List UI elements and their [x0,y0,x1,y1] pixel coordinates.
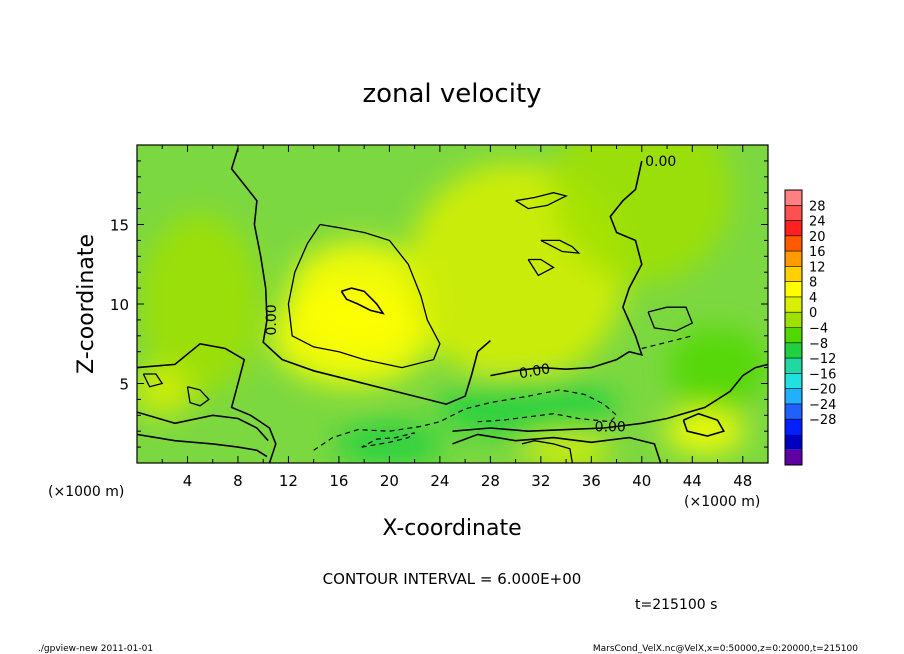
time-text: t=215100 s [635,597,717,613]
colorbar-label: 20 [809,230,826,245]
x-ticks: 4 8 12 16 20 24 28 32 36 40 44 48 [161,145,769,490]
colorbar-label: 12 [809,260,826,275]
contour-line [540,239,581,254]
x-tick-label: 24 [430,472,449,490]
field-region [140,214,261,394]
x-tick-label: 40 [632,472,651,490]
x-axis-unit: (×1000 m) [684,494,760,510]
x-tick-label: 4 [183,472,193,490]
colorbar-label: 8 [809,276,817,291]
contour-line [361,432,415,448]
contour-line [452,433,662,463]
x-tick-label: 28 [481,472,500,490]
colorbar-swatch [785,312,802,328]
y-axis-unit: (×1000 m) [48,484,124,500]
footer-right: MarsCond_VelX.nc@VelX,x=0:50000,z=0:2000… [593,644,858,654]
x-tick-label: 8 [233,472,243,490]
contour-line [137,433,268,458]
colorbar-label: −16 [809,367,836,382]
velocity-field [137,145,768,463]
field-region [667,327,768,408]
colorbar-swatch [785,235,802,252]
contour-line [137,342,277,463]
contour-lines [137,147,768,463]
colorbar-swatch [785,190,802,206]
chart-title: zonal velocity [362,79,541,109]
colorbar-swatch [785,434,802,450]
x-tick-label: 12 [279,472,298,490]
colorbar-swatch [785,251,802,267]
field-region [551,145,732,283]
x-tick-label: 20 [380,472,399,490]
colorbar-swatch [785,220,802,236]
contour-line [452,363,768,433]
contour-label: 0.00 [264,304,280,335]
contour-label: 0.00 [595,419,626,435]
contour-line [521,440,574,463]
y-tick-label: 10 [110,296,129,314]
colorbar-swatch [785,327,802,343]
x-tick-label: 36 [582,472,601,490]
y-axis-label: Z-coordinate [74,234,99,374]
field-region [271,285,432,386]
colorbar-swatch [785,342,802,359]
colorbar-label: −12 [809,352,836,367]
colorbar-swatch [785,373,802,389]
contour-line [137,411,269,442]
contour-line [142,373,164,388]
y-tick-label: 5 [119,376,129,394]
contour-label: 0.00 [518,361,551,382]
colorbar-label: 4 [809,291,817,306]
field-region [137,366,193,417]
colorbar-label: −24 [809,398,836,413]
contour-line [647,306,694,332]
colorbar-label: 0 [809,306,817,321]
contour-labels: 0.00 0.00 0.00 0.00 [264,154,677,436]
plot-area: 0.000.000.000.00 4 8 12 16 20 24 28 32 36 40 44 48 … [110,144,769,490]
y-ticks: 5 10 15 [110,160,768,448]
colorbar-label: −4 [809,322,828,337]
colorbar-swatch [785,388,802,404]
contour-line [186,386,210,407]
contour-line [313,389,618,451]
colorbar-label: −8 [809,337,828,352]
contour-line [515,192,568,210]
colorbar-swatch [785,449,802,465]
colorbar-swatch [785,281,802,297]
colorbar-label: −28 [809,413,836,428]
colorbar-label: 24 [809,215,826,230]
contour-line [682,412,725,437]
colorbar-label: −20 [809,383,836,398]
x-tick-label: 44 [683,472,702,490]
contour-line [490,160,644,377]
contour-line [230,147,491,406]
x-tick-label: 32 [531,472,550,490]
footer-left: ./gpview-new 2011-01-01 [38,644,153,654]
x-axis-label: X-coordinate [382,516,521,541]
colorbar-label: 28 [809,199,826,214]
x-tick-label: 16 [329,472,348,490]
colorbar-swatch [785,296,802,313]
contour-interval-text: CONTOUR INTERVAL = 6.000E+00 [323,570,582,588]
x-tick-label: 48 [733,472,752,490]
contour-line [287,223,441,369]
contour-line [340,287,385,315]
colorbar-swatch [785,205,802,221]
contour-label: 0.00 [645,154,676,170]
colorbar-swatch [785,266,802,282]
contour-line [527,258,555,277]
colorbar-swatch [785,358,802,374]
colorbar-label: 16 [809,245,826,260]
colorbar-swatch [785,403,802,420]
y-tick-label: 15 [110,217,129,235]
colorbar-swatch [785,419,802,435]
